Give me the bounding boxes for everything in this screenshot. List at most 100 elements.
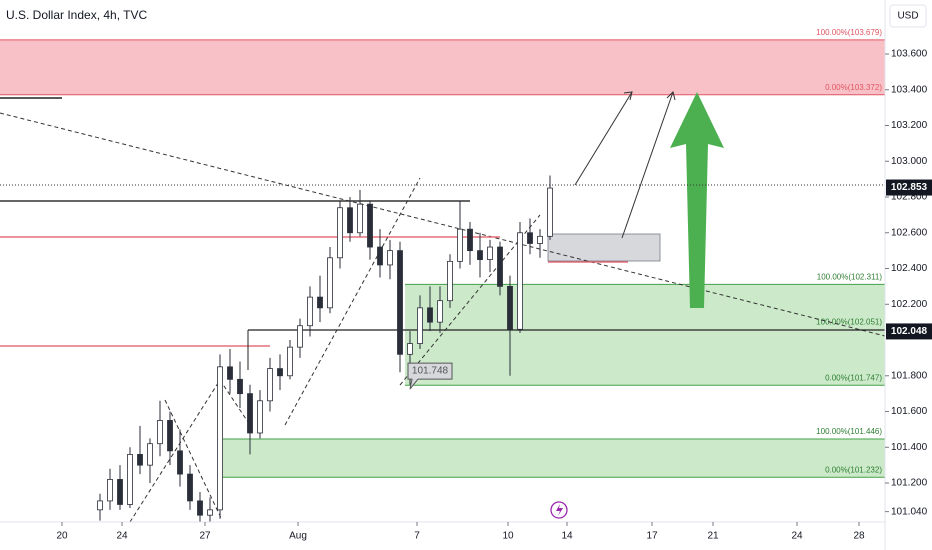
x-tick-label: 10	[502, 531, 514, 542]
event-icon[interactable]	[550, 501, 568, 519]
candle-body	[147, 443, 153, 466]
candle-body	[297, 325, 303, 348]
candle-body	[467, 228, 473, 252]
zone-label: 100.00%(101.446)	[816, 427, 882, 436]
zone-label: 0.00%(103.372)	[825, 83, 882, 92]
candle-body	[117, 479, 123, 505]
dashed-line	[399, 214, 541, 386]
candle-body	[137, 454, 143, 466]
candle-body	[377, 246, 383, 266]
candle-body	[497, 246, 503, 287]
y-tick-label: 102.600	[891, 227, 928, 238]
candle-body	[517, 232, 523, 330]
price-tag-label: 102.853	[891, 182, 928, 193]
y-tick-label: 103.000	[891, 156, 928, 167]
y-tick-label: 103.200	[891, 120, 928, 131]
candle-body	[107, 479, 113, 502]
candles	[97, 175, 553, 523]
candle-body	[257, 400, 263, 434]
zone-label: 0.00%(101.747)	[825, 373, 882, 382]
candle-body	[217, 366, 223, 511]
candle-body	[317, 296, 323, 309]
price-tag	[886, 323, 932, 340]
x-tick-label: 24	[116, 531, 128, 542]
candle-body	[397, 250, 403, 355]
x-tick-label: 14	[561, 531, 573, 542]
x-tick-label: 28	[853, 531, 865, 542]
zones: 100.00%(103.679) 0.00%(103.372) 100.00%(10…	[0, 28, 885, 478]
candle-body	[537, 235, 543, 244]
arrow	[574, 91, 633, 186]
candle-body	[127, 454, 133, 505]
x-tick-label: 17	[646, 531, 658, 542]
candle-body	[337, 207, 343, 259]
candle-body	[427, 307, 433, 323]
candle-body	[237, 378, 243, 395]
candle-body	[167, 420, 173, 452]
y-tick-label: 102.200	[891, 299, 928, 310]
y-tick-label: 103.600	[891, 49, 928, 60]
zone	[405, 284, 885, 386]
zone-label: 100.00%(102.311)	[817, 273, 883, 282]
x-tick-label: Aug	[289, 531, 307, 542]
x-tick-label: 24	[791, 531, 803, 542]
candle-body	[457, 228, 463, 262]
arrow	[621, 91, 674, 239]
candle-body	[287, 346, 293, 377]
candle-body	[227, 366, 233, 380]
y-tick-label: 101.200	[891, 478, 928, 489]
x-tick-label: 7	[414, 531, 420, 542]
callout-box	[407, 362, 453, 390]
zone	[223, 439, 885, 478]
y-tick-label: 103.400	[891, 84, 928, 95]
candle-body	[547, 187, 553, 237]
candle-body	[207, 509, 213, 516]
candle-body	[417, 307, 423, 344]
price-tag-label: 102.048	[891, 326, 928, 337]
candle-body	[187, 473, 193, 502]
candle-body	[347, 207, 353, 234]
zone-label: 100.00%(102.051)	[816, 318, 882, 327]
candle-body	[157, 420, 163, 445]
chart-title: U.S. Dollar Index, 4h, TVC	[6, 8, 148, 22]
zone-label: 0.00%(101.232)	[825, 465, 882, 474]
candle-body	[357, 203, 363, 234]
event-icon-bolt	[556, 504, 563, 516]
y-tick-label: 101.600	[891, 406, 928, 417]
candle-body	[447, 260, 453, 302]
candle-body	[507, 285, 513, 330]
callout-label: 101.748	[412, 366, 449, 377]
candle-body	[527, 232, 533, 244]
x-tick-label: 27	[199, 531, 211, 542]
y-tick-label: 102.400	[891, 263, 928, 274]
candle-body	[487, 246, 493, 260]
dashed-line	[164, 399, 223, 521]
x-tick-label: 21	[707, 531, 719, 542]
candle-body	[407, 343, 413, 355]
big-arrow	[670, 92, 724, 308]
y-tick-label: 102.800	[891, 192, 928, 203]
arrow-head	[666, 91, 676, 101]
candle-body	[437, 300, 443, 323]
candle-body	[267, 368, 273, 402]
y-tick-label: 101.800	[891, 370, 928, 381]
candle-body	[177, 450, 183, 475]
candle-body	[277, 368, 283, 377]
y-tick-label: 101.400	[891, 442, 928, 453]
zone	[0, 39, 885, 95]
arrow-head	[623, 91, 633, 101]
currency-button[interactable]	[889, 4, 927, 28]
y-tick-label: 101.040	[891, 506, 928, 517]
candle-body	[247, 393, 253, 434]
candle-body	[327, 257, 333, 309]
currency[interactable]: USD	[897, 11, 918, 22]
x-tick-label: 20	[56, 531, 68, 542]
candle-body	[97, 500, 103, 511]
candle-body	[197, 500, 203, 516]
price-tag	[886, 179, 932, 196]
candle-body	[477, 250, 483, 260]
candle-body	[367, 203, 373, 248]
candle-body	[387, 250, 393, 266]
grey-box	[547, 233, 661, 262]
